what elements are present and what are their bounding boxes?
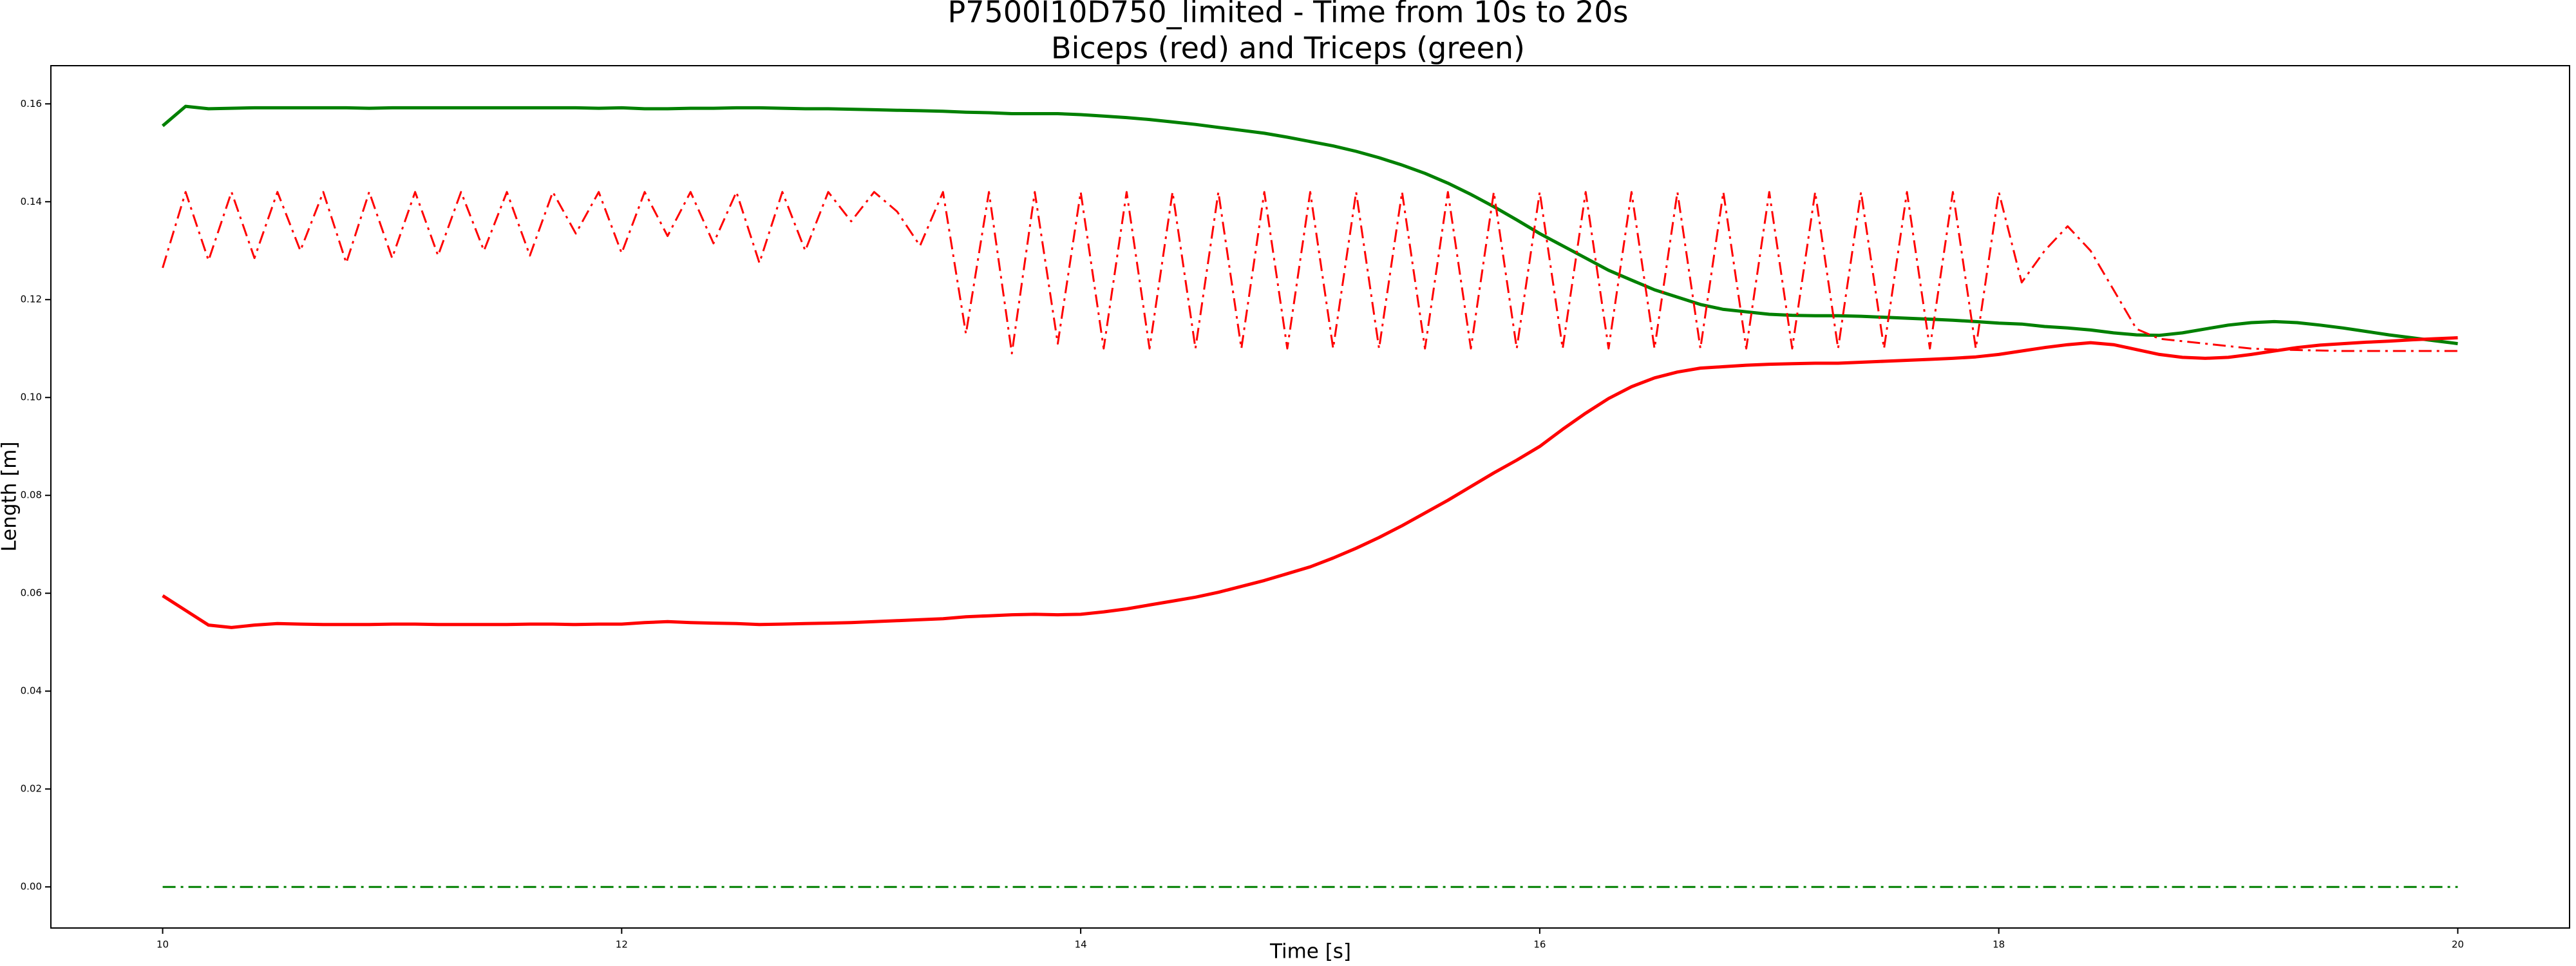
x-tick-label: 18: [1993, 939, 2005, 951]
y-tick-label: 0.08: [21, 489, 42, 501]
x-axis-label: Time [s]: [1269, 940, 1351, 963]
y-tick-label: 0.06: [21, 587, 42, 599]
y-tick-label: 0.14: [21, 196, 42, 207]
line: [161, 104, 2458, 346]
x-tick-label: 12: [616, 939, 628, 951]
x-tick-label: 14: [1075, 939, 1087, 951]
x-tick-label: 10: [156, 939, 169, 951]
y-tick-label: 0.16: [21, 98, 42, 109]
y-tick-label: 0.04: [21, 685, 42, 697]
y-tick-label: 0.02: [21, 783, 42, 795]
line: [162, 336, 2458, 629]
y-tick-label: 0.10: [21, 392, 42, 403]
y-tick-label: 0.00: [21, 881, 42, 893]
y-axis-label: Length [m]: [0, 441, 21, 551]
plot-frame: [50, 65, 2570, 929]
x-tick-label: 16: [1533, 939, 1546, 951]
chart-subtitle: Biceps (red) and Triceps (green): [1051, 31, 1525, 66]
y-tick-label: 0.12: [21, 294, 42, 305]
x-tick-label: 20: [2452, 939, 2464, 951]
chart-title: P7500I10D750_limited - Time from 10s to …: [948, 0, 1629, 30]
dashdot-line: [162, 191, 2458, 355]
